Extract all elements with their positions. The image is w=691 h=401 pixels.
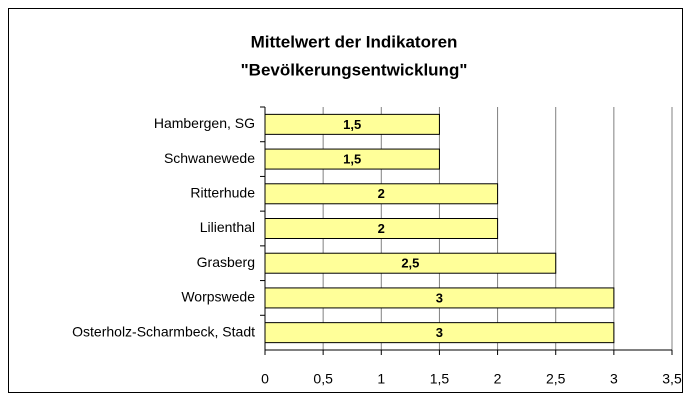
y-tick-label: Grasberg: [197, 254, 255, 270]
x-tick-label: 3,5: [662, 371, 682, 387]
bar: [264, 322, 615, 344]
x-tick-label: 3: [610, 371, 618, 387]
value-label: 3: [436, 290, 443, 305]
bar: [264, 287, 615, 309]
chart-title: Mittelwert der Indikatoren: [251, 32, 458, 51]
x-tick-label: 1,5: [430, 371, 450, 387]
x-tick-label: 0: [261, 371, 269, 387]
value-label: 2: [378, 221, 385, 236]
bar: [264, 252, 557, 274]
y-tick-label: Schwanewede: [164, 150, 255, 166]
chart-title: "Bevölkerungsentwicklung": [241, 60, 468, 79]
value-label: 1,5: [343, 117, 361, 132]
value-label: 2: [378, 186, 385, 201]
bar: [264, 218, 499, 239]
bar: [264, 113, 440, 135]
y-tick-label: Lilienthal: [200, 219, 255, 235]
x-tick-label: 2: [494, 371, 502, 387]
value-label: 1,5: [343, 152, 361, 167]
x-tick-label: 0,5: [313, 371, 333, 387]
value-label: 2,5: [401, 256, 419, 271]
x-tick-label: 2,5: [546, 371, 566, 387]
x-tick-label: 1: [377, 371, 385, 387]
y-tick-label: Ritterhude: [190, 184, 255, 200]
value-label: 3: [436, 325, 443, 340]
bar: [264, 183, 499, 205]
y-tick-label: Osterholz-Scharmbeck, Stadt: [72, 323, 255, 339]
bar: [264, 148, 440, 170]
y-tick-label: Worpswede: [181, 289, 255, 305]
y-tick-label: Hambergen, SG: [154, 115, 255, 131]
